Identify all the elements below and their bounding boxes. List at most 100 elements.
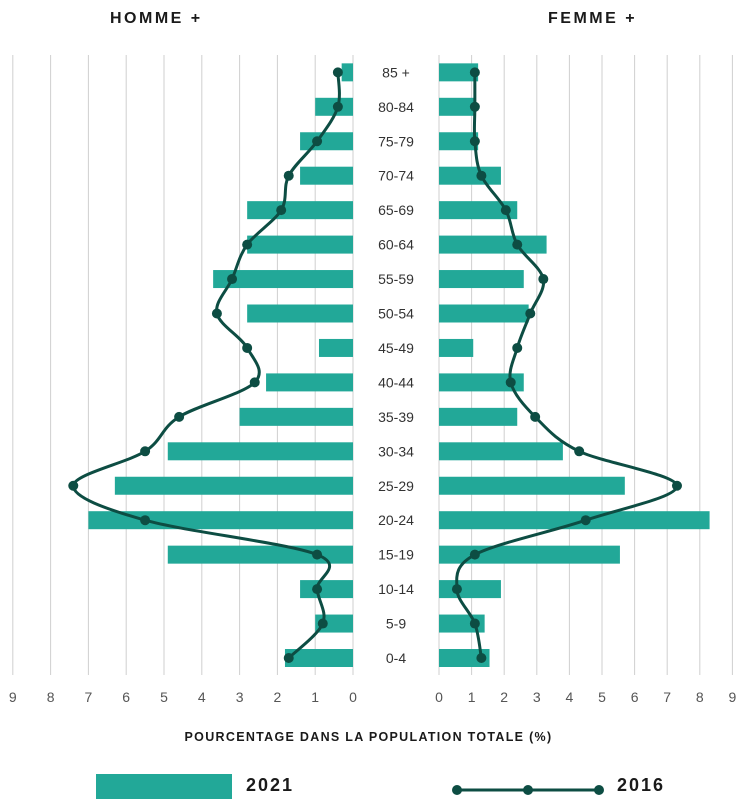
bar-homme-2021 xyxy=(300,580,353,599)
bar-homme-2021 xyxy=(318,338,353,357)
x-tick-label-left: 5 xyxy=(160,689,168,705)
point-femme-2016 xyxy=(580,515,591,526)
x-tick-label-left: 0 xyxy=(349,689,357,705)
point-femme-2016 xyxy=(525,308,536,319)
category-label: 30-34 xyxy=(378,443,414,459)
point-femme-2016 xyxy=(512,342,523,353)
bar-femme-2021 xyxy=(439,235,547,254)
legend-label-2021: 2021 xyxy=(246,775,295,795)
x-tick-label-left: 8 xyxy=(47,689,55,705)
point-homme-2016 xyxy=(312,549,323,560)
bar-homme-2021 xyxy=(247,304,353,323)
category-label: 85 + xyxy=(382,64,410,80)
bar-femme-2021 xyxy=(439,442,563,461)
x-tick-label-left: 1 xyxy=(311,689,319,705)
category-label: 0-4 xyxy=(386,650,406,666)
bar-femme-2021 xyxy=(439,338,474,357)
point-homme-2016 xyxy=(283,170,294,181)
bar-homme-2021 xyxy=(247,201,353,220)
x-tick-label-left: 6 xyxy=(122,689,130,705)
category-label: 40-44 xyxy=(378,374,414,390)
bar-femme-2021 xyxy=(439,63,479,82)
point-femme-2016 xyxy=(469,549,480,560)
point-homme-2016 xyxy=(211,308,222,319)
point-femme-2016 xyxy=(476,653,487,663)
x-tick-label-right: 8 xyxy=(696,689,704,705)
bar-homme-2021 xyxy=(213,270,353,289)
point-homme-2016 xyxy=(68,480,79,491)
point-femme-2016 xyxy=(505,377,516,388)
point-femme-2016 xyxy=(671,480,682,491)
point-homme-2016 xyxy=(332,67,343,78)
x-tick-label-left: 3 xyxy=(236,689,244,705)
point-femme-2016 xyxy=(500,205,511,216)
bar-homme-2021 xyxy=(284,649,353,667)
point-femme-2016 xyxy=(469,67,480,78)
category-label: 45-49 xyxy=(378,340,414,356)
point-homme-2016 xyxy=(312,584,323,595)
point-homme-2016 xyxy=(140,515,151,526)
bar-homme-2021 xyxy=(247,235,353,254)
point-femme-2016 xyxy=(574,446,585,457)
point-femme-2016 xyxy=(469,618,480,629)
category-label: 25-29 xyxy=(378,478,414,494)
chart-title-femme: FEMME + xyxy=(548,10,638,27)
x-tick-label-right: 2 xyxy=(500,689,508,705)
bar-femme-2021 xyxy=(439,373,524,392)
bar-homme-2021 xyxy=(239,407,353,426)
point-femme-2016 xyxy=(469,136,480,147)
category-label: 10-14 xyxy=(378,581,414,597)
bar-femme-2021 xyxy=(439,407,518,426)
category-label: 20-24 xyxy=(378,512,414,528)
point-homme-2016 xyxy=(312,136,323,147)
category-label: 35-39 xyxy=(378,409,414,425)
x-tick-label-right: 0 xyxy=(435,689,443,705)
category-label: 60-64 xyxy=(378,237,414,253)
bar-homme-2021 xyxy=(300,132,353,151)
line-femme-2016 xyxy=(455,72,679,659)
category-label: 75-79 xyxy=(378,133,414,149)
point-homme-2016 xyxy=(242,342,253,353)
point-femme-2016 xyxy=(476,170,487,181)
x-tick-label-right: 6 xyxy=(631,689,639,705)
x-tick-label-left: 2 xyxy=(274,689,282,705)
category-label: 80-84 xyxy=(378,99,414,115)
category-label: 15-19 xyxy=(378,547,414,563)
x-tick-label-right: 9 xyxy=(729,689,737,705)
bar-femme-2021 xyxy=(439,580,501,599)
bar-femme-2021 xyxy=(439,304,529,323)
bar-homme-2021 xyxy=(167,545,353,564)
point-homme-2016 xyxy=(332,101,343,112)
x-tick-label-right: 3 xyxy=(533,689,541,705)
point-homme-2016 xyxy=(174,411,185,422)
legend-marker-2016 xyxy=(523,785,533,795)
point-femme-2016 xyxy=(451,584,462,595)
x-tick-label-right: 4 xyxy=(566,689,574,705)
bar-femme-2021 xyxy=(439,270,524,289)
legend-marker-2016 xyxy=(594,785,604,795)
x-axis-label: POURCENTAGE DANS LA POPULATION TOTALE (%… xyxy=(184,730,553,744)
category-label: 5-9 xyxy=(386,616,406,632)
category-label: 65-69 xyxy=(378,202,414,218)
point-homme-2016 xyxy=(317,618,328,629)
bar-femme-2021 xyxy=(439,201,518,220)
point-homme-2016 xyxy=(276,205,287,216)
category-label: 70-74 xyxy=(378,168,414,184)
point-homme-2016 xyxy=(227,274,238,285)
bar-femme-2021 xyxy=(439,97,475,116)
point-femme-2016 xyxy=(538,274,549,285)
point-femme-2016 xyxy=(530,411,541,422)
bar-femme-2021 xyxy=(439,476,625,495)
bar-femme-2021 xyxy=(439,166,501,185)
bar-femme-2021 xyxy=(439,132,479,151)
bar-homme-2021 xyxy=(266,373,353,392)
legend-swatch-2021 xyxy=(96,774,232,799)
bar-homme-2021 xyxy=(341,63,353,82)
x-tick-label-left: 7 xyxy=(85,689,93,705)
bar-homme-2021 xyxy=(300,166,353,185)
point-homme-2016 xyxy=(283,653,294,663)
legend-label-2016: 2016 xyxy=(617,775,666,795)
chart-title-homme: HOMME + xyxy=(110,10,203,27)
bar-femme-2021 xyxy=(439,511,710,530)
